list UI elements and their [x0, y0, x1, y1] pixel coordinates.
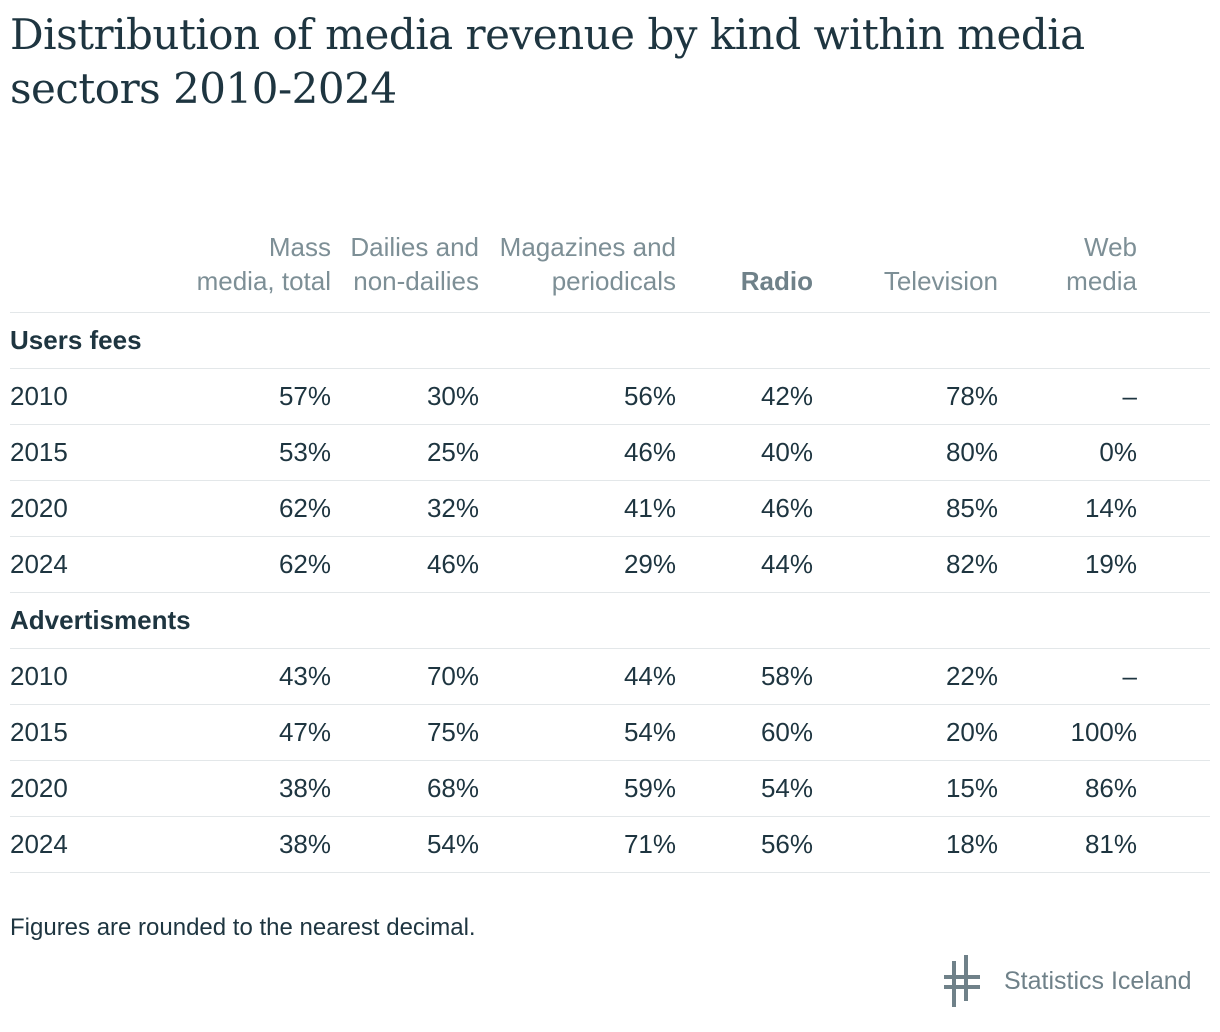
cell-television: 82% [822, 536, 1007, 593]
chart-title: Distribution of media revenue by kind wi… [10, 10, 1085, 113]
cell-magazines: 71% [488, 816, 685, 873]
cell-dailies: 75% [340, 704, 488, 761]
cell-web-media: – [1007, 368, 1146, 425]
row-spacer [1146, 368, 1210, 425]
cell-dailies: 30% [340, 368, 488, 425]
cell-television: 22% [822, 648, 1007, 705]
table-row: 2015 53% 25% 46% 40% 80% 0% [10, 424, 1210, 481]
header-row: Mass media, total Dailies and non-dailie… [10, 154, 1210, 312]
row-spacer [1146, 648, 1210, 705]
cell-radio: 56% [685, 816, 822, 873]
row-year: 2020 [10, 760, 185, 817]
row-year: 2020 [10, 480, 185, 537]
cell-magazines: 54% [488, 704, 685, 761]
cell-radio: 58% [685, 648, 822, 705]
cell-radio: 44% [685, 536, 822, 593]
cell-television: 18% [822, 816, 1007, 873]
group-row: Advertisments [10, 592, 1210, 649]
cell-radio: 60% [685, 704, 822, 761]
logo-text: Statistics Iceland [1004, 967, 1192, 995]
cell-magazines: 56% [488, 368, 685, 425]
group-label: Users fees [10, 312, 1210, 369]
table-row: 2010 57% 30% 56% 42% 78% – [10, 368, 1210, 425]
col-header-magazines: Magazines and periodicals [499, 231, 676, 296]
cell-magazines: 59% [488, 760, 685, 817]
cell-mass-media: 43% [185, 648, 340, 705]
row-spacer [1146, 424, 1210, 481]
cell-dailies: 68% [340, 760, 488, 817]
cell-dailies: 25% [340, 424, 488, 481]
cell-radio: 42% [685, 368, 822, 425]
statistics-iceland-logo: Statistics Iceland [944, 955, 1204, 1009]
cell-dailies: 46% [340, 536, 488, 593]
cell-television: 85% [822, 480, 1007, 537]
cell-mass-media: 38% [185, 816, 340, 873]
table-row: 2015 47% 75% 54% 60% 20% 100% [10, 704, 1210, 761]
table-row: 2020 62% 32% 41% 46% 85% 14% [10, 480, 1210, 537]
footnote: Figures are rounded to the nearest decim… [10, 914, 476, 941]
cell-television: 20% [822, 704, 1007, 761]
cell-web-media: 0% [1007, 424, 1146, 481]
cell-magazines: 29% [488, 536, 685, 593]
cell-web-media: 14% [1007, 480, 1146, 537]
cell-radio: 54% [685, 760, 822, 817]
cell-mass-media: 62% [185, 480, 340, 537]
cell-mass-media: 53% [185, 424, 340, 481]
cell-dailies: 70% [340, 648, 488, 705]
cell-magazines: 44% [488, 648, 685, 705]
cell-mass-media: 38% [185, 760, 340, 817]
row-year: 2010 [10, 368, 185, 425]
row-year: 2024 [10, 536, 185, 593]
cell-mass-media: 57% [185, 368, 340, 425]
row-year: 2010 [10, 648, 185, 705]
row-spacer [1146, 704, 1210, 761]
cell-web-media: 19% [1007, 536, 1146, 593]
cell-mass-media: 47% [185, 704, 340, 761]
row-year: 2015 [10, 704, 185, 761]
cell-television: 80% [822, 424, 1007, 481]
cell-magazines: 46% [488, 424, 685, 481]
row-spacer [1146, 816, 1210, 873]
group-row: Users fees [10, 312, 1210, 369]
table-row: 2024 38% 54% 71% 56% 18% 81% [10, 816, 1210, 873]
cell-television: 15% [822, 760, 1007, 817]
cell-television: 78% [822, 368, 1007, 425]
cell-web-media: 81% [1007, 816, 1146, 873]
col-header-television: Television [883, 265, 998, 296]
table-row: 2020 38% 68% 59% 54% 15% 86% [10, 760, 1210, 817]
row-spacer [1146, 760, 1210, 817]
data-table: Mass media, total Dailies and non-dailie… [10, 154, 1210, 873]
cell-web-media: 86% [1007, 760, 1146, 817]
col-header-mass-media: Mass media, total [196, 231, 331, 296]
row-spacer [1146, 536, 1210, 593]
cell-dailies: 54% [340, 816, 488, 873]
col-header-dailies: Dailies and non-dailies [350, 231, 479, 296]
col-header-web-media: Web media [1066, 231, 1137, 296]
header-corner [10, 154, 185, 312]
header-spacer [1146, 154, 1210, 312]
cell-dailies: 32% [340, 480, 488, 537]
cell-web-media: 100% [1007, 704, 1146, 761]
cell-web-media: – [1007, 648, 1146, 705]
group-label: Advertisments [10, 592, 1210, 649]
table-row: 2024 62% 46% 29% 44% 82% 19% [10, 536, 1210, 593]
cell-magazines: 41% [488, 480, 685, 537]
row-year: 2015 [10, 424, 185, 481]
cell-radio: 40% [685, 424, 822, 481]
table-row: 2010 43% 70% 44% 58% 22% – [10, 648, 1210, 705]
row-year: 2024 [10, 816, 185, 873]
statistics-iceland-logo-icon [944, 955, 980, 1007]
row-spacer [1146, 480, 1210, 537]
cell-radio: 46% [685, 480, 822, 537]
cell-mass-media: 62% [185, 536, 340, 593]
col-header-radio: Radio [740, 265, 813, 296]
